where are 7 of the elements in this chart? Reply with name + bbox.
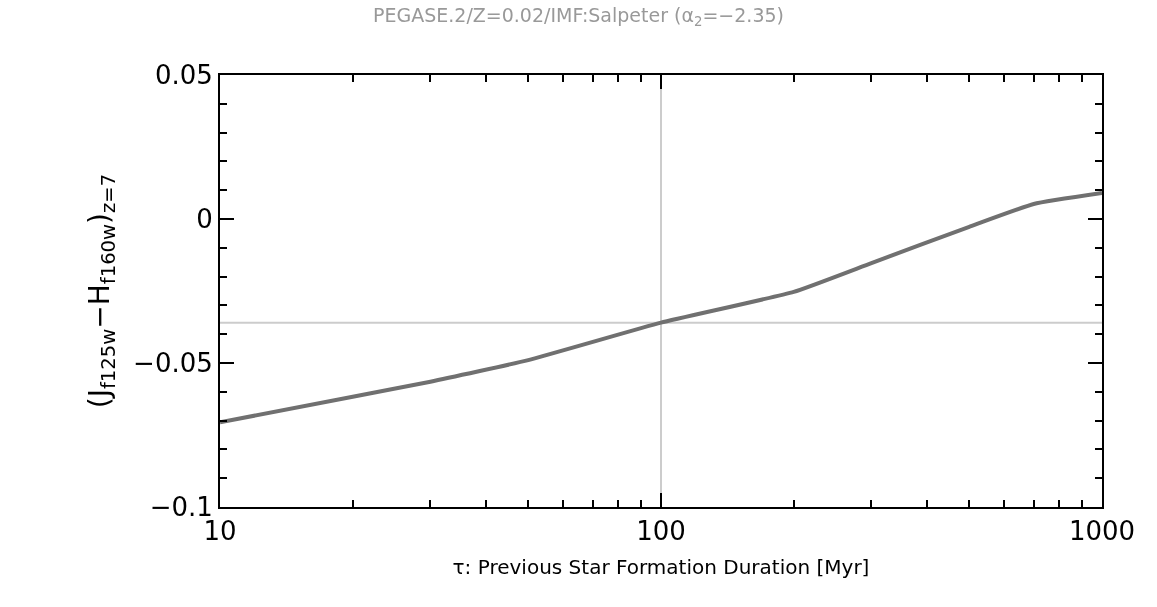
chart-title: PEGASE.2/Z=0.02/IMF:Salpeter (α$_{2}$=−2.35) (373, 4, 784, 30)
y-tick-label: 0 (196, 204, 213, 235)
x-tick-label: 100 (636, 516, 686, 547)
x-axis-title: τ: Previous Star Formation Duration [Myr] (452, 555, 870, 580)
x-tick-label: 1000 (1068, 516, 1136, 547)
y-tick-label: −0.05 (133, 348, 213, 379)
y-tick-label: 0.05 (154, 60, 213, 91)
